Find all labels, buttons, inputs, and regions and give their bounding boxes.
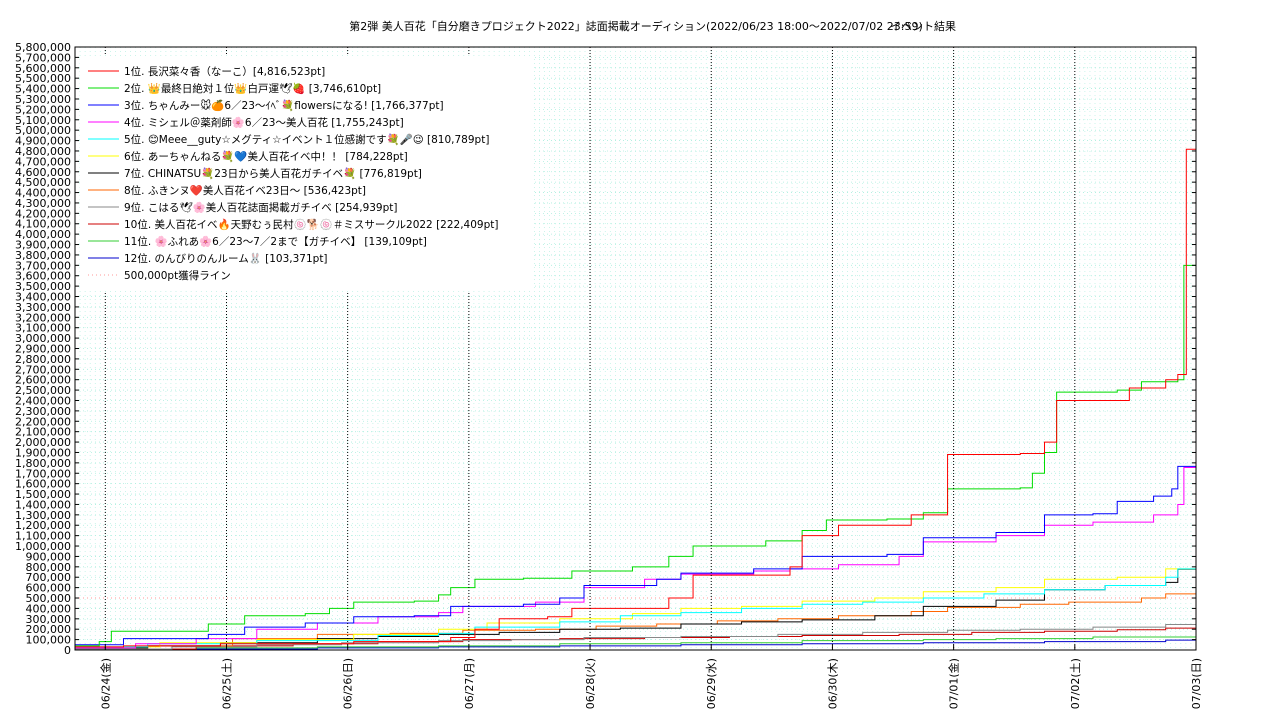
y-tick-label: 4,800,000: [15, 145, 71, 158]
y-tick-label: 300,000: [26, 613, 72, 626]
series-line: [75, 467, 1196, 649]
legend-label: 7位. CHINATSU💐23日から美人百花ガチイベ💐 [776,819pt]: [124, 167, 422, 180]
y-tick-label: 4,200,000: [15, 207, 71, 220]
legend-label: 4位. ミシェル＠薬剤師🌸6／23〜美人百花 [1,755,243pt]: [124, 116, 404, 129]
legend-label: 8位. ふきンヌ❤️美人百花イベ23日〜 [536,423pt]: [124, 184, 366, 197]
y-tick-label: 400,000: [26, 602, 72, 615]
x-tick-label: 07/03(日): [1190, 658, 1203, 709]
y-tick-label: 1,800,000: [15, 457, 71, 470]
series-line: [75, 623, 1197, 650]
y-tick-label: 500,000: [26, 592, 72, 605]
y-tick-label: 100,000: [26, 634, 72, 647]
y-tick-label: 2,900,000: [15, 343, 71, 356]
legend-label: 11位. 🌸ふれあ🌸6／23〜7／2まで【ガチイベ】 [139,109pt]: [124, 235, 427, 248]
y-tick-label: 1,300,000: [15, 509, 71, 522]
y-tick-label: 1,400,000: [15, 498, 71, 511]
x-tick-label: 06/26(日): [342, 658, 355, 709]
y-tick-label: 1,600,000: [15, 478, 71, 491]
y-tick-label: 4,000,000: [15, 228, 71, 241]
y-tick-label: 5,700,000: [15, 51, 71, 64]
y-tick-label: 3,400,000: [15, 291, 71, 304]
series-lines: [75, 148, 1197, 650]
y-tick-label: 2,600,000: [15, 374, 71, 387]
y-tick-label: 4,100,000: [15, 218, 71, 231]
y-tick-label: 0: [64, 644, 71, 657]
y-tick-label: 1,200,000: [15, 519, 71, 532]
y-tick-label: 1,000,000: [15, 540, 71, 553]
chart-title: 第2弾 美人百花「自分磨きプロジェクト2022」誌面掲載オーディション(2022…: [349, 19, 923, 33]
legend-label: 2位. 👑最終日絶対１位👑白戸運🕊🍓 [3,746,610pt]: [124, 82, 381, 95]
y-tick-label: 1,700,000: [15, 467, 71, 480]
y-tick-label: 4,700,000: [15, 155, 71, 168]
x-tick-label: 06/29(水): [705, 658, 718, 709]
y-tick-label: 4,900,000: [15, 135, 71, 148]
y-tick-label: 5,800,000: [15, 41, 71, 54]
y-tick-label: 200,000: [26, 623, 72, 636]
y-tick-label: 2,700,000: [15, 363, 71, 376]
y-tick-label: 5,000,000: [15, 124, 71, 137]
y-tick-label: 1,900,000: [15, 446, 71, 459]
y-tick-label: 3,000,000: [15, 332, 71, 345]
series-line: [75, 635, 1197, 650]
legend-label: 9位. こはる🕊🌸美人百花誌面掲載ガチイベ [254,939pt]: [124, 201, 398, 214]
y-tick-label: 2,500,000: [15, 384, 71, 397]
y-tick-label: 3,700,000: [15, 259, 71, 272]
y-tick-label: 3,500,000: [15, 280, 71, 293]
y-tick-label: 3,100,000: [15, 322, 71, 335]
x-tick-label: 07/02(土): [1069, 658, 1082, 709]
y-tick-label: 5,100,000: [15, 114, 71, 127]
y-tick-label: 4,400,000: [15, 187, 71, 200]
y-tick-label: 3,600,000: [15, 270, 71, 283]
y-tick-label: 3,300,000: [15, 301, 71, 314]
y-tick-label: 3,200,000: [15, 311, 71, 324]
chart-subtitle: イベント結果: [890, 19, 956, 33]
legend: 1位. 長沢菜々香（なーこ）[4,816,523pt] 2位. 👑最終日絶対１位👑…: [88, 65, 498, 282]
y-tick-label: 2,000,000: [15, 436, 71, 449]
legend-label-reference: 500,000pt獲得ライン: [124, 269, 231, 282]
y-tick-label: 5,600,000: [15, 62, 71, 75]
y-tick-label: 2,100,000: [15, 426, 71, 439]
legend-label: 3位. ちゃんみー🐭🍊6／23〜ｲﾍﾞ💐flowersになる! [1,766,3…: [124, 99, 444, 112]
y-tick-label: 2,800,000: [15, 353, 71, 366]
y-tick-label: 600,000: [26, 582, 72, 595]
y-tick-label: 800,000: [26, 561, 72, 574]
series-line: [75, 565, 1197, 648]
x-tick-label: 06/27(月): [463, 658, 476, 709]
legend-label: 5位. 😊Meee__guty☆メグティ☆イベント１位感謝です💐🎤😉 [810,…: [124, 133, 489, 146]
y-tick-label: 700,000: [26, 571, 72, 584]
y-axis: 0100,000200,000300,000400,000500,000600,…: [15, 41, 1196, 657]
legend-label: 10位. 美人百花イベ🔥天野むぅ民村🍥🐕🍥＃ミスサークル2022 [222,40…: [124, 218, 498, 231]
y-tick-label: 2,400,000: [15, 394, 71, 407]
series-line: [75, 639, 1197, 650]
y-tick-label: 2,200,000: [15, 415, 71, 428]
legend-label: 12位. のんびりのんルーム🐰 [103,371pt]: [124, 252, 328, 265]
y-tick-label: 3,900,000: [15, 239, 71, 252]
y-tick-label: 5,300,000: [15, 93, 71, 106]
x-axis: 06/24(金) 06/25(土) 06/26(日) 06/27(月) 06/28(火)…: [98, 47, 1203, 709]
y-tick-label: 5,400,000: [15, 83, 71, 96]
x-tick-label: 07/01(金): [947, 658, 961, 709]
x-tick-label: 06/30(木): [826, 658, 839, 709]
y-tick-label: 5,200,000: [15, 103, 71, 116]
y-tick-label: 5,500,000: [15, 72, 71, 85]
y-tick-label: 4,500,000: [15, 176, 71, 189]
series-line: [75, 148, 1196, 648]
y-tick-label: 3,800,000: [15, 249, 71, 262]
y-tick-label: 900,000: [26, 550, 72, 563]
x-tick-label: 06/24(金): [98, 658, 112, 709]
x-tick-label: 06/25(土): [220, 658, 233, 709]
x-tick-label: 06/28(火): [584, 658, 597, 709]
y-tick-label: 4,300,000: [15, 197, 71, 210]
y-tick-label: 1,500,000: [15, 488, 71, 501]
series-line: [75, 593, 1197, 649]
y-tick-label: 4,600,000: [15, 166, 71, 179]
series-line: [75, 465, 1196, 646]
legend-background: [80, 56, 532, 291]
legend-label: 6位. あーちゃんねる💐💙美人百花イベ中！！ [784,228pt]: [124, 150, 408, 163]
y-tick-label: 2,300,000: [15, 405, 71, 418]
legend-label: 1位. 長沢菜々香（なーこ）[4,816,523pt]: [124, 65, 325, 78]
y-tick-label: 1,100,000: [15, 530, 71, 543]
